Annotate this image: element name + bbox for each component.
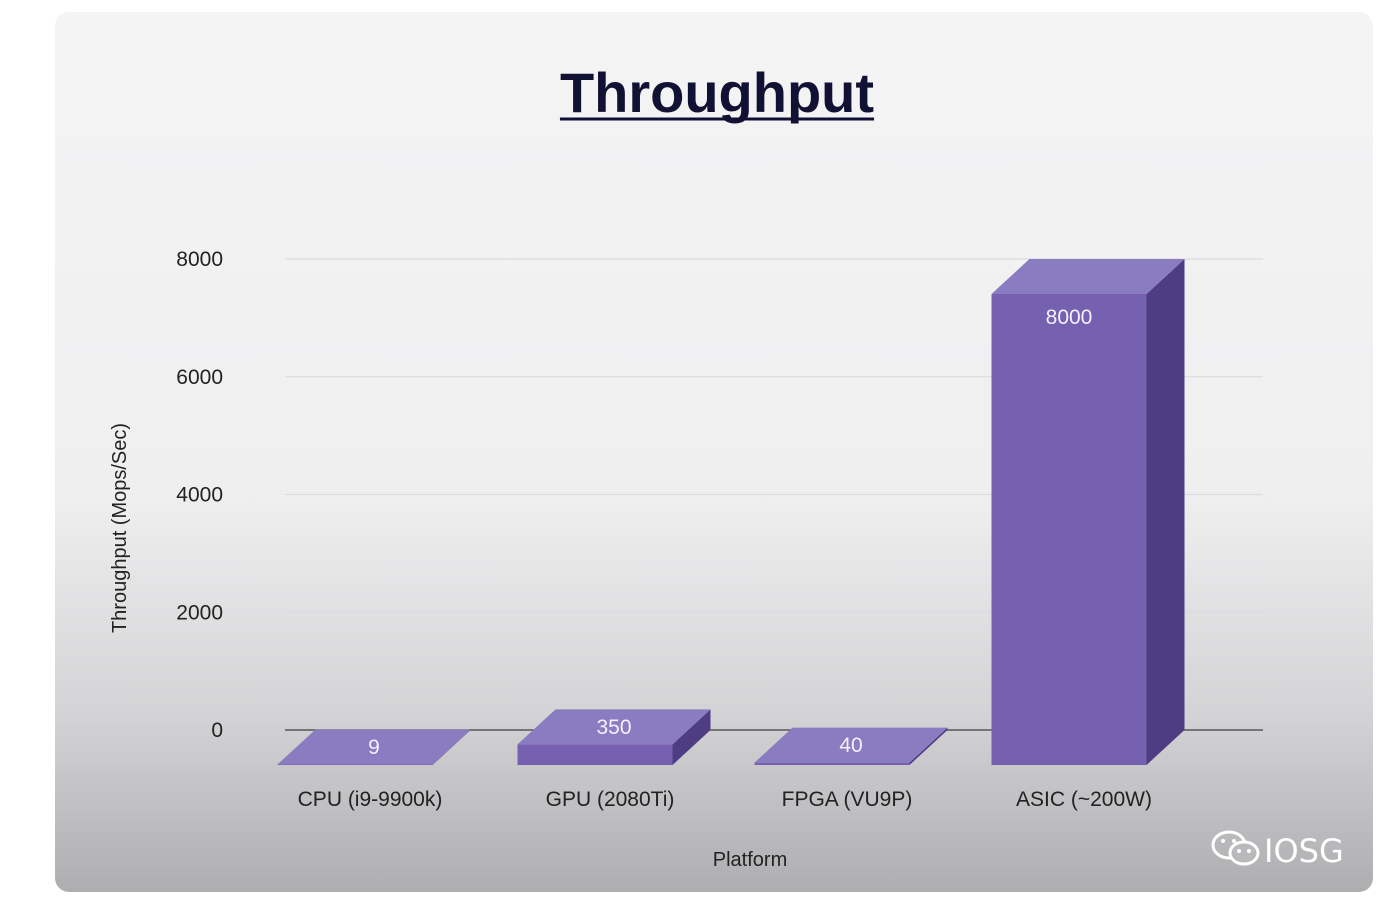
bar-top-face	[991, 259, 1185, 294]
bar: 40	[754, 727, 948, 765]
x-category-label: GPU (2080Ti)	[546, 788, 675, 811]
bar-data-label: 9	[368, 736, 380, 759]
bar: 8000	[991, 259, 1185, 765]
chart-title: Throughput	[560, 61, 874, 124]
bar-front-face	[754, 762, 910, 765]
watermark-text: IOSG	[1264, 832, 1344, 870]
x-axis-title: Platform	[713, 849, 787, 871]
x-category-label: CPU (i9-9900k)	[298, 788, 443, 811]
y-tick-label: 0	[211, 719, 223, 742]
bar-top-face	[754, 727, 948, 763]
y-tick-label: 8000	[176, 248, 223, 271]
y-tick-label: 2000	[176, 601, 223, 624]
watermark: IOSG	[1211, 830, 1344, 870]
bar-top-face	[277, 729, 471, 765]
bar: 9	[277, 729, 471, 765]
x-axis-categories: CPU (i9-9900k) GPU (2080Ti) FPGA (VU9P) ASI…	[298, 788, 1152, 811]
bar-top-face	[517, 709, 711, 745]
bar-front-face	[991, 294, 1147, 765]
bar-side-face	[432, 729, 471, 765]
bar-side-face	[1146, 259, 1185, 765]
y-axis-title: Throughput (Mops/Sec)	[109, 423, 131, 633]
bar-data-label: 350	[596, 716, 631, 739]
bar-front-face	[277, 764, 433, 765]
bar-front-face	[517, 744, 673, 765]
x-category-label: FPGA (VU9P)	[782, 788, 913, 811]
bar-side-face	[909, 727, 948, 765]
bar: 350	[517, 709, 711, 765]
bars: 9 350 40 8000	[277, 259, 1185, 765]
bar-data-label: 40	[839, 734, 862, 757]
bar-side-face	[672, 709, 711, 765]
y-tick-label: 6000	[176, 366, 223, 389]
x-category-label: ASIC (~200W)	[1016, 788, 1152, 811]
y-axis-ticks: 0 2000 4000 6000 8000	[176, 248, 223, 742]
bar-data-label: 8000	[1046, 306, 1093, 329]
y-tick-label: 4000	[176, 484, 223, 507]
wechat-icon	[1211, 830, 1260, 866]
